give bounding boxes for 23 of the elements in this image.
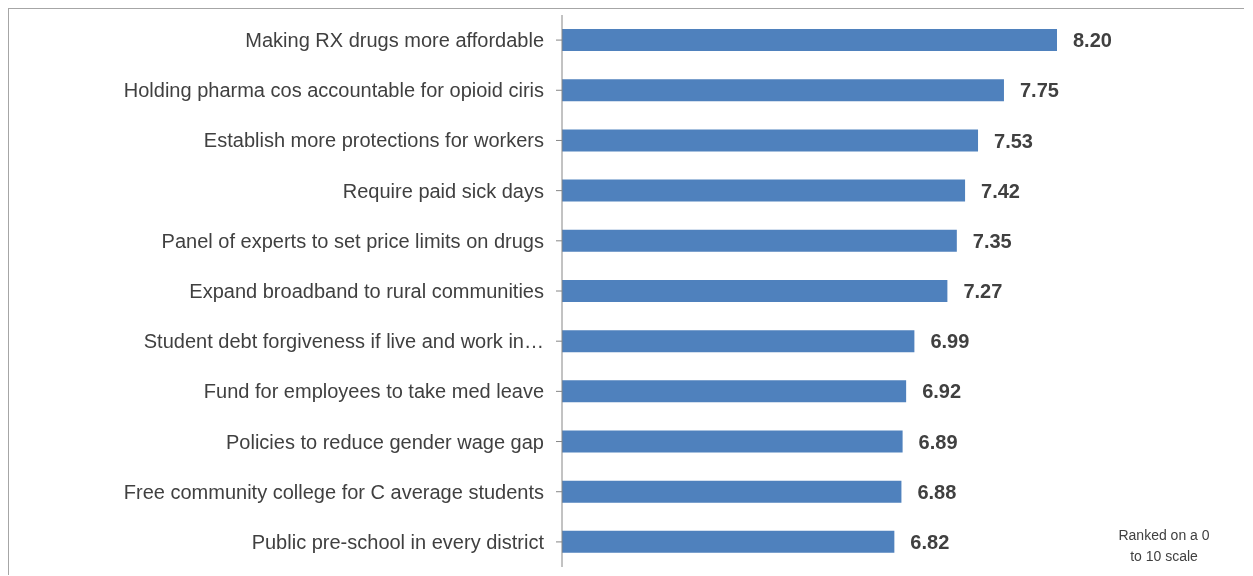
data-label: 7.27: [963, 280, 1003, 303]
data-label: 6.92: [922, 380, 962, 403]
data-label: 7.42: [981, 179, 1021, 202]
y-tick-label: Public pre-school in every district: [251, 530, 545, 553]
data-label: 6.88: [917, 480, 957, 503]
data-label: 7.75: [1019, 79, 1059, 102]
y-tick-label: Holding pharma cos accountable for opioid ciris: [123, 79, 544, 102]
y-tick-label: Policies to reduce gender wage gap: [226, 430, 544, 453]
data-label: 6.99: [930, 330, 970, 353]
y-tick-label: Fund for employees to take med leave: [203, 380, 544, 403]
y-tick-label: Require paid sick days: [342, 179, 544, 202]
data-label: 6.82: [910, 530, 950, 553]
y-tick-label: Free community college for C average students: [123, 480, 544, 503]
data-label: 6.89: [918, 430, 958, 453]
data-label: 8.20: [1073, 29, 1112, 52]
y-tick-label: Making RX drugs more affordable: [245, 29, 544, 52]
text: Ranked on a 0 to 10 scale: [1117, 526, 1211, 566]
y-tick-label: Expand broadband to rural communities: [189, 280, 544, 302]
y-tick-label: Student debt forgiveness if live and work in…: [143, 330, 544, 353]
data-label: 7.53: [994, 129, 1033, 152]
data-label: 7.35: [972, 229, 1012, 252]
y-tick-label: Panel of experts to set price limits on drugs: [161, 229, 544, 252]
y-tick-label: Establish more protections for workers: [203, 129, 544, 152]
